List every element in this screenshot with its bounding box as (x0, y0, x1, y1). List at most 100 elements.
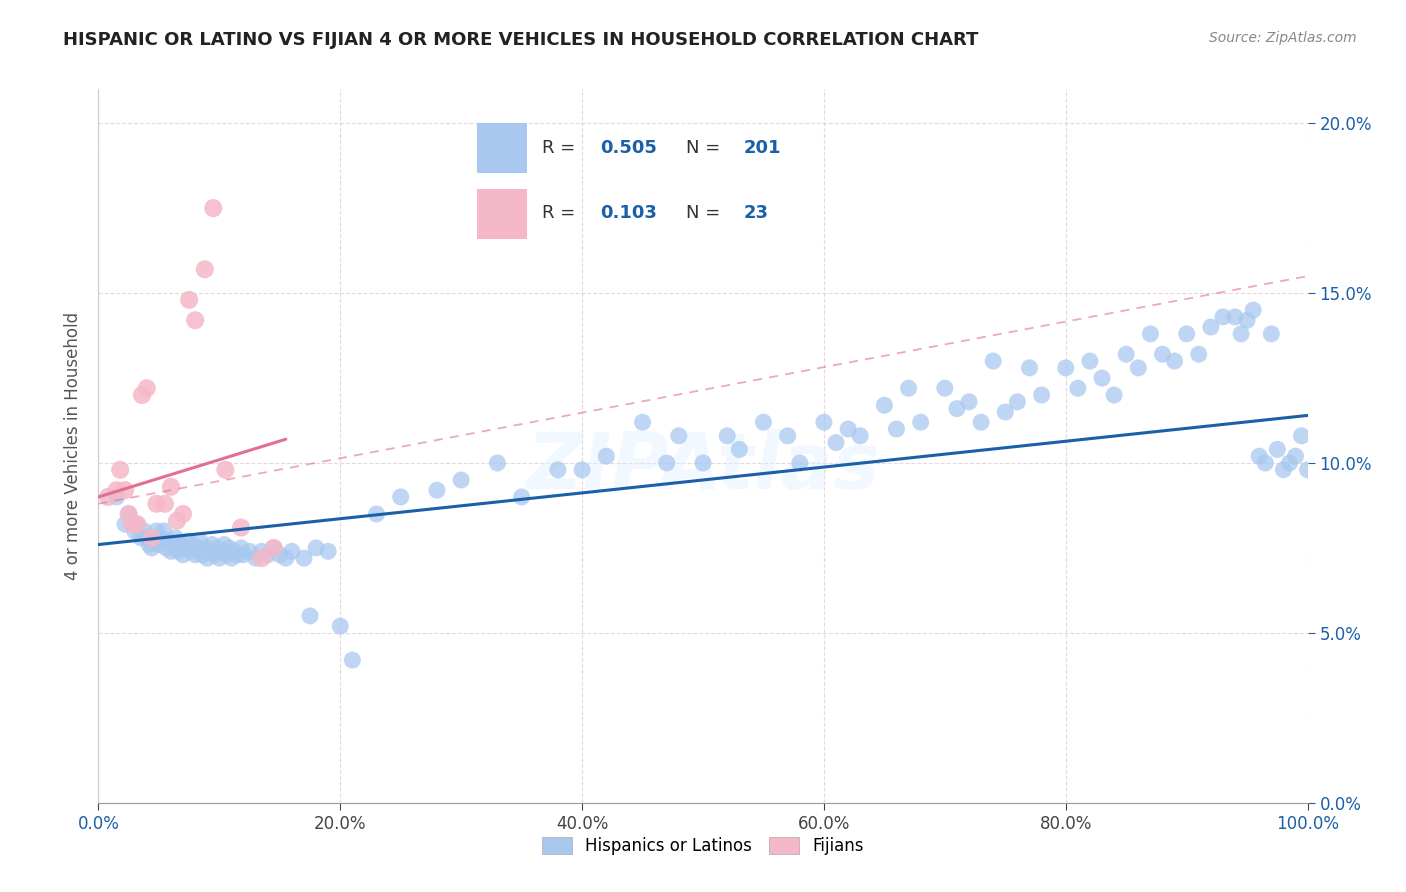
Point (134, 524, 156, 538)
Point (1260, 326, 1282, 341)
Point (118, 507, 141, 521)
Point (1230, 326, 1253, 341)
Y-axis label: 4 or more Vehicles in Household: 4 or more Vehicles in Household (63, 312, 82, 580)
Point (752, 415, 775, 429)
Point (135, 381, 157, 395)
Point (957, 394, 980, 409)
Point (157, 534, 180, 549)
Point (1067, 381, 1090, 395)
Point (256, 548, 278, 562)
Point (208, 551, 231, 566)
Point (201, 537, 224, 551)
Point (1175, 326, 1198, 341)
Point (127, 517, 149, 532)
Point (194, 262, 217, 277)
Point (1139, 326, 1161, 341)
Point (215, 548, 238, 562)
Point (934, 381, 956, 395)
Text: ZIPAtlas: ZIPAtlas (526, 429, 880, 506)
Point (1267, 442, 1289, 457)
Point (1199, 320, 1222, 334)
Point (263, 541, 285, 555)
Point (1254, 456, 1277, 470)
Point (1128, 360, 1150, 375)
Point (595, 449, 617, 463)
Point (191, 548, 214, 562)
Point (1188, 347, 1211, 361)
Point (981, 354, 1004, 368)
Point (232, 548, 254, 562)
Point (1296, 463, 1319, 477)
Point (143, 531, 166, 545)
Point (118, 507, 141, 521)
Point (450, 473, 472, 487)
Point (250, 544, 273, 558)
Point (145, 524, 167, 538)
Point (486, 456, 509, 470)
Point (692, 456, 714, 470)
Point (1212, 310, 1234, 324)
Point (994, 405, 1017, 419)
Point (135, 531, 157, 545)
Point (426, 483, 449, 498)
Point (716, 429, 738, 443)
Point (114, 483, 136, 498)
Point (195, 551, 218, 566)
Point (1278, 456, 1301, 470)
Point (141, 541, 163, 555)
Point (910, 415, 932, 429)
Point (218, 541, 240, 555)
Text: HISPANIC OR LATINO VS FIJIAN 4 OR MORE VEHICLES IN HOUSEHOLD CORRELATION CHART: HISPANIC OR LATINO VS FIJIAN 4 OR MORE V… (63, 31, 979, 49)
Point (631, 415, 654, 429)
Point (121, 517, 143, 532)
Point (250, 551, 273, 566)
Point (1284, 449, 1306, 463)
Point (194, 541, 217, 555)
Text: Source: ZipAtlas.com: Source: ZipAtlas.com (1209, 31, 1357, 45)
Point (825, 435, 848, 450)
Point (187, 541, 209, 555)
Point (1291, 429, 1313, 443)
Point (1078, 354, 1101, 368)
Point (188, 534, 211, 549)
Point (263, 541, 285, 555)
Point (184, 313, 207, 327)
Point (97, 490, 120, 504)
Point (1007, 394, 1029, 409)
Point (849, 429, 872, 443)
Point (342, 653, 364, 667)
Point (1091, 371, 1114, 385)
Point (153, 497, 176, 511)
Point (239, 544, 262, 558)
Point (1031, 388, 1053, 402)
Point (245, 551, 267, 566)
Point (155, 541, 177, 555)
Point (172, 507, 194, 521)
Point (571, 463, 593, 477)
Point (131, 388, 153, 402)
Point (837, 422, 859, 436)
Point (1102, 388, 1125, 402)
Point (108, 463, 131, 477)
Point (174, 541, 197, 555)
Point (299, 608, 322, 623)
Point (172, 548, 194, 562)
Point (181, 537, 204, 551)
Point (329, 619, 352, 633)
Point (229, 541, 252, 555)
Point (202, 201, 225, 215)
Point (226, 548, 249, 562)
Point (1018, 360, 1040, 375)
Point (776, 429, 799, 443)
Point (1236, 313, 1258, 327)
Point (127, 517, 149, 532)
Point (221, 551, 243, 566)
Point (510, 490, 533, 504)
Point (198, 544, 221, 558)
Point (547, 463, 569, 477)
Legend: Hispanics or Latinos, Fijians: Hispanics or Latinos, Fijians (536, 830, 870, 862)
Point (305, 541, 328, 555)
Point (167, 544, 190, 558)
Point (222, 544, 245, 558)
Point (274, 551, 297, 566)
